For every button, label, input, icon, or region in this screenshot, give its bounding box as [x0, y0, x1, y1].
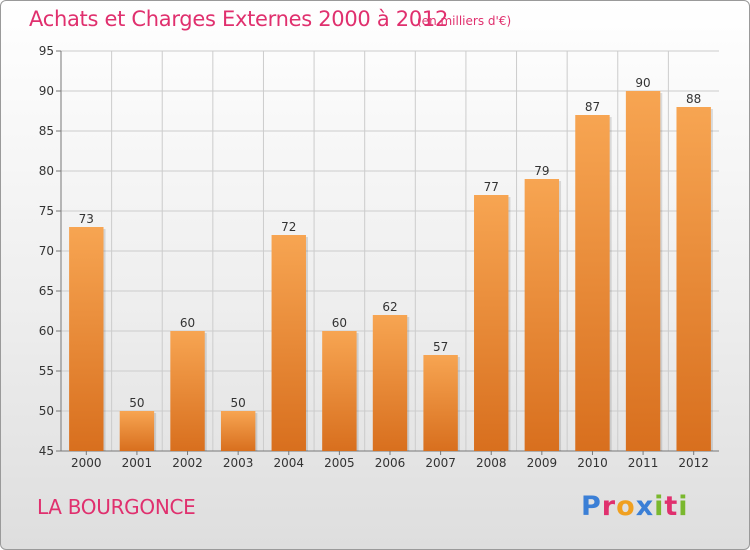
bar[interactable]: [170, 331, 205, 451]
x-tick-label: 2003: [223, 456, 254, 470]
bar[interactable]: [423, 355, 458, 451]
bar[interactable]: [69, 227, 104, 451]
bar[interactable]: [676, 107, 711, 451]
x-tick-label: 2012: [678, 456, 709, 470]
bar[interactable]: [372, 315, 408, 451]
bars: [69, 91, 713, 451]
logo-letter: P: [581, 491, 602, 522]
y-tick-label: 70: [39, 244, 54, 258]
y-tick-label: 95: [39, 44, 54, 58]
logo-letter: i: [654, 491, 665, 522]
data-label: 87: [585, 100, 600, 114]
bar[interactable]: [474, 195, 509, 451]
y-tick-label: 45: [39, 444, 54, 458]
y-tick-label: 75: [39, 204, 54, 218]
bar[interactable]: [220, 411, 256, 451]
y-tick-label: 60: [39, 324, 54, 338]
bar[interactable]: [322, 331, 357, 451]
y-tick-label: 85: [39, 124, 54, 138]
x-tick-label: 2004: [273, 456, 304, 470]
y-tick-label: 80: [39, 164, 54, 178]
logo-letter: x: [635, 491, 655, 522]
bar[interactable]: [575, 115, 610, 451]
labels: 45 50 55 60 65 70 75 80 85 90 95 73 2000 50 2001 60 2002…: [39, 44, 709, 470]
proxiti-logo[interactable]: Proxiti: [581, 491, 689, 522]
y-tick-label: 55: [39, 364, 54, 378]
x-tick-label: 2000: [71, 456, 102, 470]
data-label: 50: [231, 396, 246, 410]
x-tick-label: 2008: [476, 456, 507, 470]
data-label: 77: [484, 180, 499, 194]
location-label: LA BOURGONCE: [37, 495, 196, 519]
x-tick-label: 2006: [375, 456, 406, 470]
data-label: 50: [129, 396, 144, 410]
x-tick-label: 2002: [172, 456, 203, 470]
x-tick-label: 2011: [628, 456, 659, 470]
data-label: 60: [180, 316, 195, 330]
y-tick-label: 50: [39, 404, 54, 418]
bar[interactable]: [271, 235, 306, 451]
bar[interactable]: [524, 179, 560, 451]
data-label: 90: [635, 76, 650, 90]
data-label: 60: [332, 316, 347, 330]
data-label: 88: [686, 92, 701, 106]
logo-letter: o: [616, 491, 636, 522]
y-tick-label: 90: [39, 84, 54, 98]
x-tick-label: 2007: [425, 456, 456, 470]
x-tick-label: 2001: [122, 456, 153, 470]
logo-letter: t: [664, 491, 679, 522]
data-label: 72: [281, 220, 296, 234]
x-tick-label: 2009: [527, 456, 558, 470]
chart-title: Achats et Charges Externes 2000 à 2012: [29, 7, 449, 31]
x-tick-label: 2005: [324, 456, 355, 470]
logo-letter: r: [601, 491, 617, 522]
bar[interactable]: [625, 91, 661, 451]
data-label: 62: [382, 300, 397, 314]
bar[interactable]: [119, 411, 155, 451]
x-tick-label: 2010: [577, 456, 608, 470]
y-tick-label: 65: [39, 284, 54, 298]
data-label: 73: [79, 212, 94, 226]
logo-letter: i: [678, 491, 689, 522]
chart-subtitle: (en milliers d'€): [417, 14, 512, 28]
data-label: 79: [534, 164, 549, 178]
data-label: 57: [433, 340, 448, 354]
